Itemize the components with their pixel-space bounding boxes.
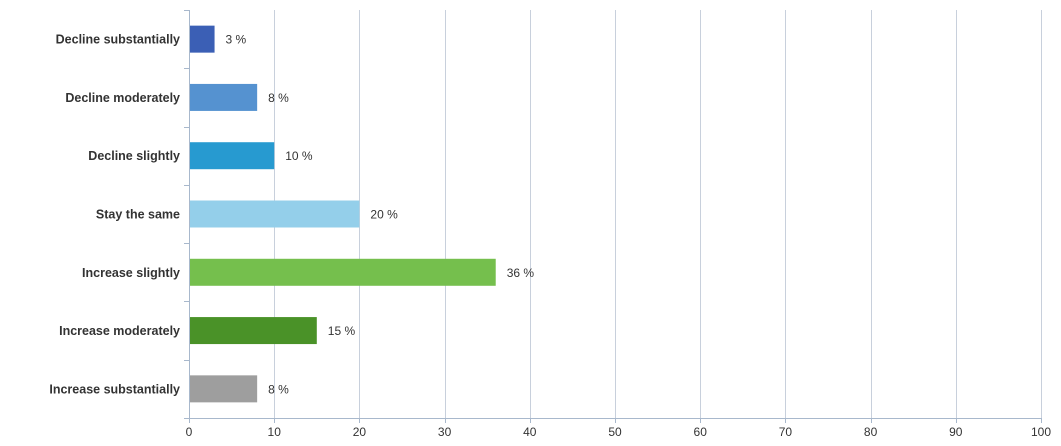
x-tick-label: 40 [523, 425, 537, 439]
bar [190, 25, 215, 53]
value-label: 36 % [507, 266, 535, 280]
x-tick-label: 70 [779, 425, 793, 439]
x-tick-label: 0 [186, 425, 193, 439]
value-label: 8 % [268, 382, 289, 396]
category-label: Decline slightly [88, 149, 180, 163]
category-label: Decline substantially [56, 33, 180, 47]
bar [190, 200, 360, 228]
bars [190, 25, 496, 403]
x-tick-label: 90 [949, 425, 963, 439]
category-label: Increase slightly [82, 266, 180, 280]
value-label: 3 % [226, 33, 247, 47]
x-tick-label: 50 [608, 425, 622, 439]
value-label: 10 % [285, 149, 313, 163]
value-label: 15 % [328, 324, 356, 338]
labels: 0 10 20 30 40 50 60 70 80 90 100 Decline substantia… [49, 33, 1051, 439]
category-label: Stay the same [96, 208, 180, 222]
x-tick-label: 10 [268, 425, 282, 439]
category-label: Increase moderately [59, 324, 180, 338]
category-label: Increase substantially [49, 382, 180, 396]
grid-lines [274, 10, 1042, 418]
value-label: 20 % [370, 208, 398, 222]
value-label: 8 % [268, 91, 289, 105]
x-tick-label: 30 [438, 425, 452, 439]
x-tick-label: 80 [864, 425, 878, 439]
bar [190, 317, 317, 345]
x-tick-label: 100 [1031, 425, 1051, 439]
category-label: Decline moderately [65, 91, 180, 105]
x-tick-label: 60 [694, 425, 708, 439]
bar [190, 375, 258, 403]
x-tick-label: 20 [353, 425, 367, 439]
axes [184, 10, 1042, 423]
bar [190, 258, 496, 286]
bar [190, 142, 275, 170]
bar [190, 83, 258, 111]
